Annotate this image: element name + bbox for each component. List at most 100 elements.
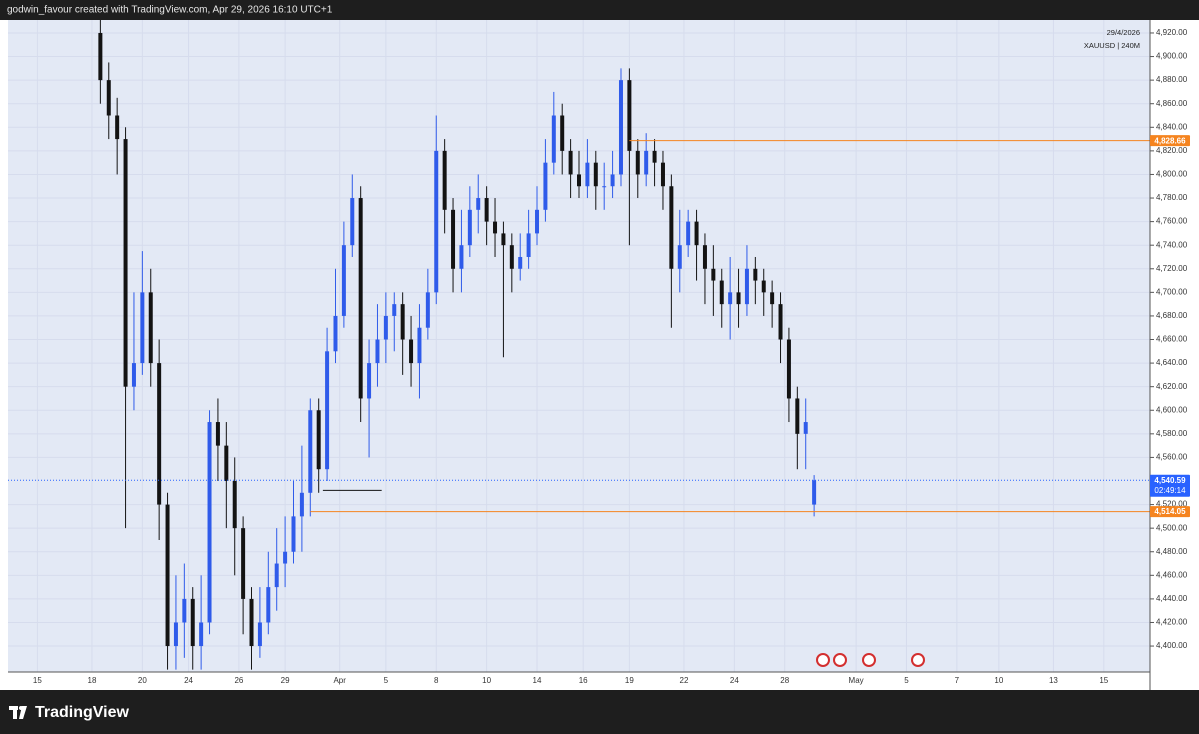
x-tick-label: 24 bbox=[730, 676, 739, 685]
candle-body bbox=[786, 339, 791, 399]
candle-body bbox=[812, 480, 817, 505]
y-tick-label: 4,660.00 bbox=[1156, 335, 1188, 344]
candle-body bbox=[375, 339, 380, 364]
y-tick-label: 4,680.00 bbox=[1156, 311, 1188, 320]
candle-body bbox=[367, 363, 372, 399]
candle-body bbox=[753, 268, 758, 281]
price-tag bbox=[1150, 474, 1190, 497]
candle-body bbox=[400, 304, 405, 340]
price-tag-label: 4,514.05 bbox=[1154, 507, 1186, 516]
candle-body bbox=[274, 563, 279, 588]
candle-body bbox=[350, 198, 355, 246]
candle-body bbox=[660, 162, 665, 187]
candle-body bbox=[803, 422, 808, 434]
candle-body bbox=[131, 363, 136, 387]
candle-body bbox=[702, 245, 707, 269]
candle-body bbox=[459, 245, 464, 269]
x-tick-label: 7 bbox=[955, 676, 960, 685]
x-tick-label: 15 bbox=[1099, 676, 1108, 685]
x-tick-label: 15 bbox=[33, 676, 42, 685]
y-tick-label: 4,920.00 bbox=[1156, 28, 1188, 37]
event-markers bbox=[816, 653, 925, 667]
candle-body bbox=[182, 598, 187, 623]
y-tick-label: 4,480.00 bbox=[1156, 547, 1188, 556]
candle-body bbox=[224, 445, 229, 481]
candle-body bbox=[501, 233, 506, 246]
event-icon[interactable] bbox=[862, 653, 876, 667]
x-tick-label: 16 bbox=[579, 676, 588, 685]
price-tag bbox=[1150, 506, 1190, 518]
x-tick-label: 28 bbox=[780, 676, 789, 685]
candle-body bbox=[585, 162, 590, 187]
event-icon[interactable] bbox=[833, 653, 847, 667]
candle-body bbox=[526, 233, 531, 257]
chart-date: 29/4/2026 bbox=[1107, 28, 1140, 37]
price-tag-label: 4,828.66 bbox=[1154, 136, 1186, 145]
event-icon[interactable] bbox=[911, 653, 925, 667]
candle-body bbox=[568, 150, 573, 175]
candle-body bbox=[425, 292, 430, 328]
candle-body bbox=[610, 174, 615, 187]
candle-body bbox=[577, 174, 581, 187]
candle-body bbox=[618, 80, 623, 175]
y-tick-label: 4,720.00 bbox=[1156, 264, 1188, 273]
candle-body bbox=[409, 339, 414, 364]
candle-body bbox=[283, 551, 288, 564]
y-tick-label: 4,880.00 bbox=[1156, 75, 1188, 84]
candle-body bbox=[770, 292, 775, 305]
x-tick-label: 24 bbox=[184, 676, 193, 685]
candle-body bbox=[442, 150, 447, 210]
brand: TradingView bbox=[35, 704, 130, 721]
candle-body bbox=[484, 198, 489, 222]
candle-body bbox=[551, 115, 556, 163]
candle-body bbox=[719, 280, 724, 305]
x-tick-label: 19 bbox=[625, 676, 634, 685]
candle-body bbox=[543, 162, 548, 210]
y-tick-label: 4,500.00 bbox=[1156, 523, 1188, 532]
candle-body bbox=[602, 186, 607, 188]
candle-body bbox=[249, 598, 254, 647]
candle-body bbox=[157, 363, 162, 505]
candle-body bbox=[98, 32, 103, 81]
plot-area bbox=[8, 20, 1150, 672]
event-icon[interactable] bbox=[816, 653, 830, 667]
price-tag-label: 4,540.59 bbox=[1154, 476, 1186, 485]
x-tick-label: 26 bbox=[234, 676, 243, 685]
y-tick-label: 4,700.00 bbox=[1156, 287, 1188, 296]
candle-body bbox=[434, 150, 439, 293]
x-tick-label: 20 bbox=[138, 676, 147, 685]
attribution: godwin_favour created with TradingView.c… bbox=[7, 5, 333, 16]
candle-body bbox=[451, 209, 456, 269]
y-tick-label: 4,580.00 bbox=[1156, 429, 1188, 438]
candle-body bbox=[106, 80, 111, 116]
candle-body bbox=[778, 304, 783, 340]
y-tick-label: 4,420.00 bbox=[1156, 618, 1188, 627]
candle-body bbox=[115, 115, 120, 140]
y-tick-label: 4,460.00 bbox=[1156, 570, 1188, 579]
y-tick-label: 4,640.00 bbox=[1156, 358, 1188, 367]
candle-body bbox=[140, 292, 145, 364]
candle-body bbox=[744, 268, 749, 305]
candle-body bbox=[215, 422, 220, 446]
candle-body bbox=[123, 139, 128, 387]
x-tick-label: 10 bbox=[994, 676, 1003, 685]
candle-body bbox=[736, 292, 741, 305]
candle-body bbox=[535, 209, 540, 234]
chart-symbol: XAUUSD | 240M bbox=[1084, 41, 1140, 50]
y-tick-label: 4,780.00 bbox=[1156, 193, 1188, 202]
candle-body bbox=[560, 115, 565, 151]
candle-body bbox=[207, 422, 212, 623]
y-tick-label: 4,800.00 bbox=[1156, 170, 1188, 179]
x-tick-label: May bbox=[849, 676, 864, 685]
candle-body bbox=[728, 292, 733, 305]
candle-body bbox=[341, 245, 346, 316]
x-tick-label: Apr bbox=[333, 676, 346, 685]
x-tick-label: 10 bbox=[482, 676, 491, 685]
candle-body bbox=[190, 598, 195, 647]
candle-body bbox=[677, 245, 682, 269]
candle-body bbox=[308, 410, 313, 493]
candle-body bbox=[316, 410, 321, 470]
x-tick-label: 29 bbox=[281, 676, 290, 685]
candle-body bbox=[627, 80, 632, 151]
